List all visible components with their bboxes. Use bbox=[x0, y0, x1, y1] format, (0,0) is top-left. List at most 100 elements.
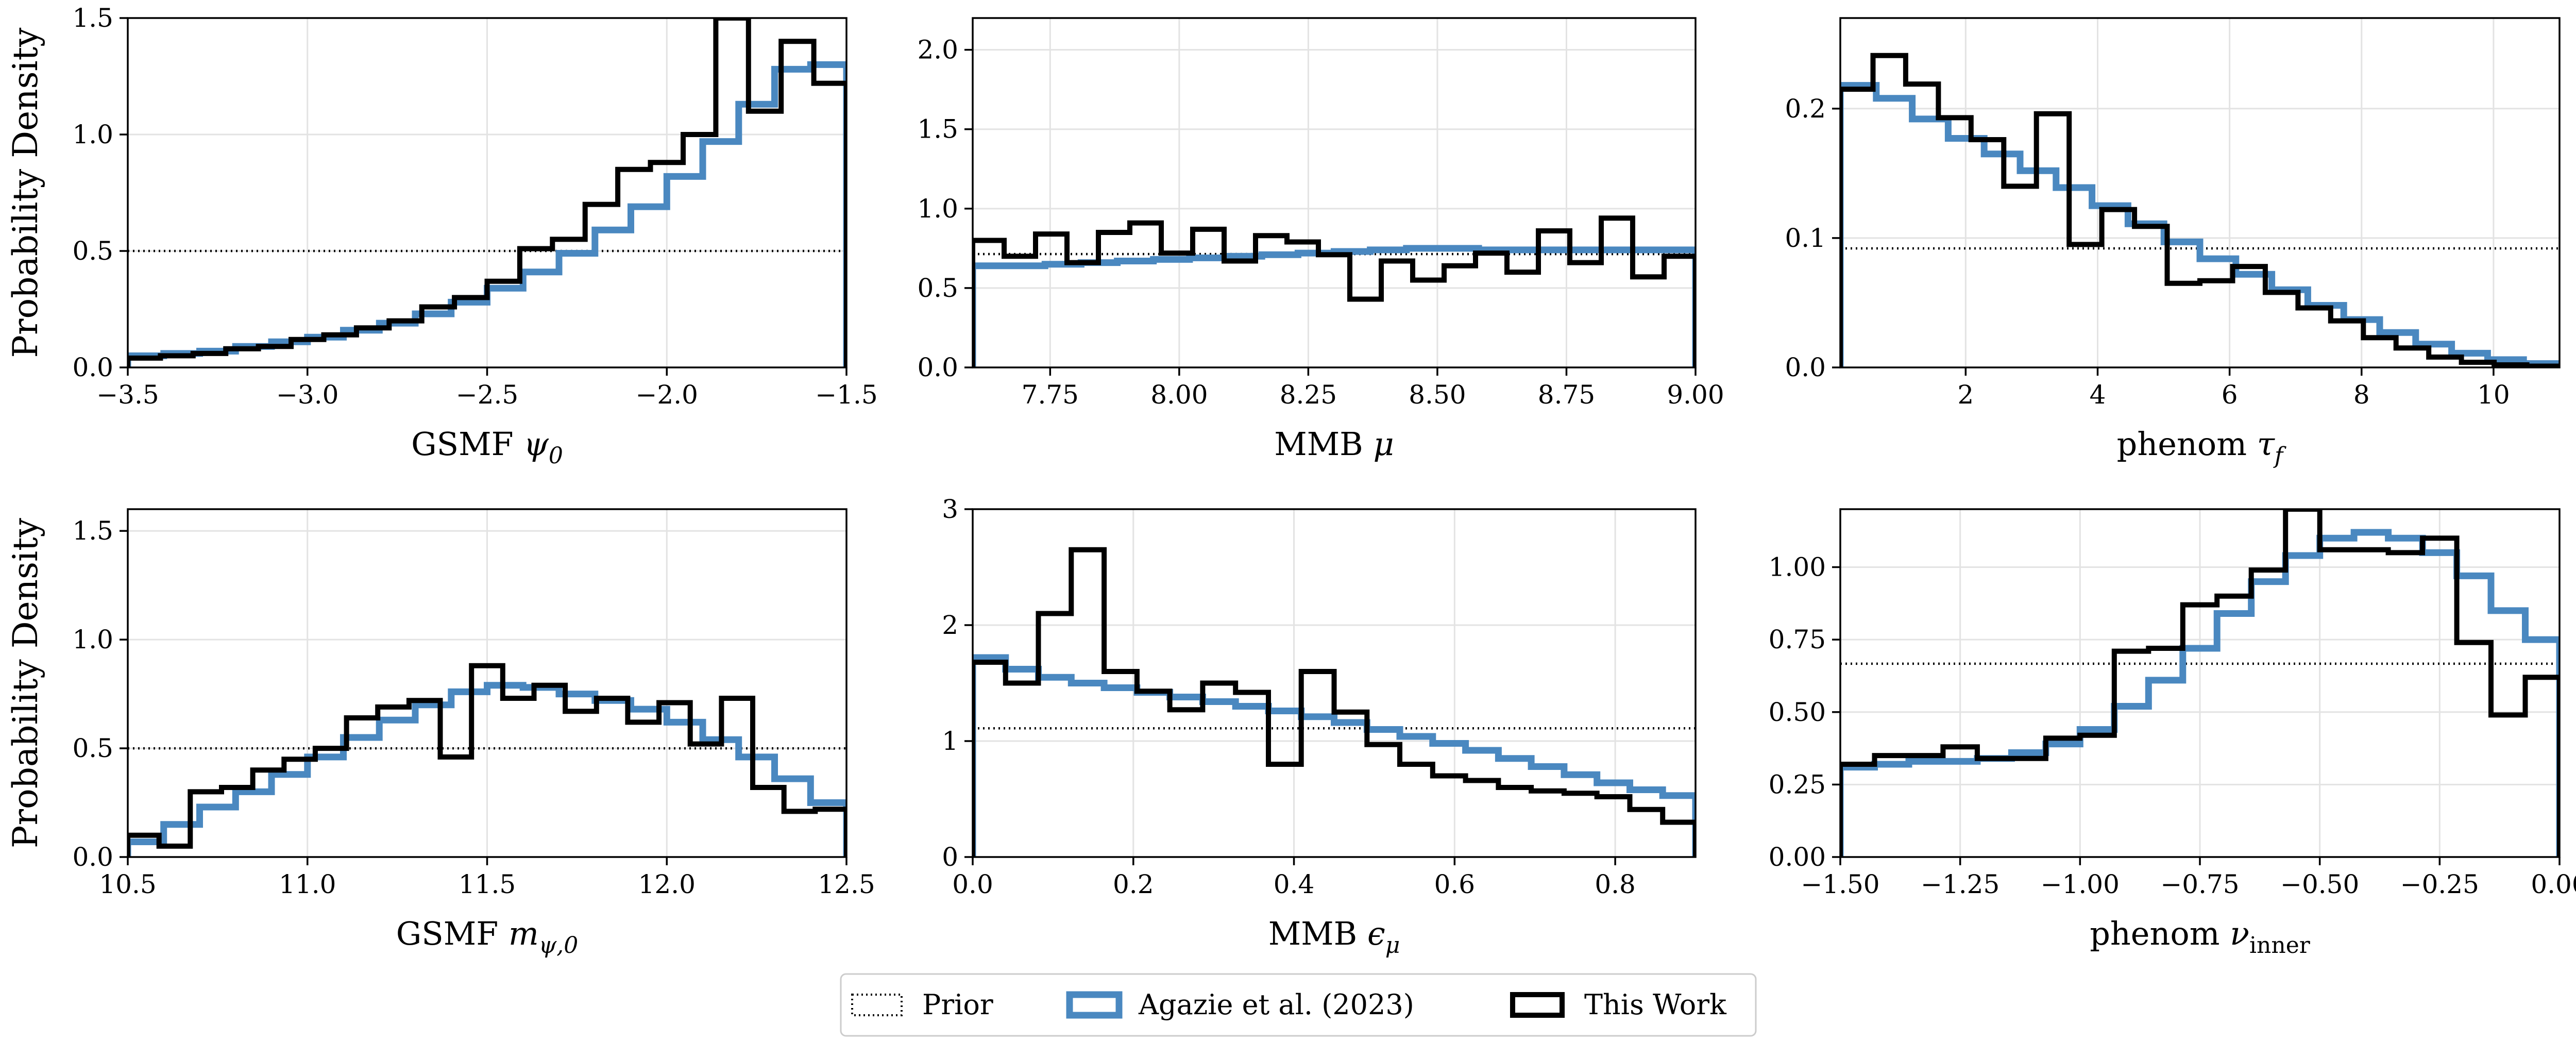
agazie-legend-handle bbox=[1066, 991, 1123, 1019]
x-tick-label: 4 bbox=[2090, 380, 2106, 410]
agazie-histogram bbox=[973, 245, 1696, 367]
x-axis-label-text: GSMF bbox=[396, 915, 509, 952]
x-tick-label: 12.5 bbox=[818, 869, 875, 899]
x-axis-label: phenom τf bbox=[2117, 425, 2286, 469]
y-tick-label: 3 bbox=[942, 494, 958, 524]
x-tick-label: 0.4 bbox=[1274, 869, 1315, 899]
thiswork-legend-handle bbox=[1510, 992, 1565, 1018]
subplot-1: −3.5 −3.0 −2.5 −2.0 −1.5 0.0 0.5 1.0 1.5 GSMF ψ0 P… bbox=[6, 3, 878, 469]
y-tick-label: 1.0 bbox=[917, 194, 958, 224]
x-tick-label: 0.2 bbox=[1113, 869, 1154, 899]
y-tick-label: 0.50 bbox=[1769, 697, 1826, 727]
x-axis-label-text: MMB bbox=[1268, 915, 1367, 952]
grid bbox=[127, 17, 848, 368]
x-tick-label: −1.00 bbox=[2041, 869, 2120, 899]
x-tick-label: 2 bbox=[1957, 380, 1974, 410]
x-tick-label: 9.00 bbox=[1667, 380, 1724, 410]
y-axis-label: Probability Density bbox=[6, 517, 45, 848]
x-tick-label: −0.25 bbox=[2400, 869, 2479, 899]
y-tick-label: 0.0 bbox=[917, 352, 958, 382]
axes-frame bbox=[1839, 17, 2561, 368]
x-tick-label: 0.6 bbox=[1434, 869, 1476, 899]
y-tick-label: 1.5 bbox=[917, 114, 958, 144]
x-tick-label: 11.5 bbox=[459, 869, 516, 899]
thiswork-histogram bbox=[973, 547, 1696, 857]
y-tick-label: 1.5 bbox=[72, 516, 113, 546]
y-tick-label: 0.25 bbox=[1769, 769, 1826, 799]
y-tick-label: 0.75 bbox=[1769, 625, 1826, 654]
thiswork-histogram bbox=[128, 18, 846, 367]
legend-label-agazie: Agazie et al. (2023) bbox=[1138, 988, 1414, 1021]
x-axis-label-subscript: ψ,0 bbox=[539, 932, 578, 959]
x-tick-label: 8.50 bbox=[1409, 380, 1466, 410]
subplot-5: 0.0 0.2 0.4 0.6 0.8 0 1 2 3 MMB ϵμ bbox=[942, 494, 1697, 959]
grid bbox=[1840, 18, 2560, 368]
prior-legend-handle bbox=[851, 994, 903, 1016]
y-tick-label: 1.00 bbox=[1769, 552, 1826, 582]
x-tick-label: −2.0 bbox=[636, 380, 698, 410]
x-tick-label: −1.5 bbox=[815, 380, 877, 410]
x-axis-label-subscript: μ bbox=[1385, 932, 1400, 959]
y-axis-label: Probability Density bbox=[6, 27, 45, 358]
x-tick-label: 8.00 bbox=[1150, 380, 1208, 410]
x-tick-label: 0.00 bbox=[2531, 869, 2576, 899]
y-tick-label: 0.1 bbox=[1785, 223, 1826, 253]
grid bbox=[1839, 509, 2561, 858]
axes-frame bbox=[972, 17, 1697, 368]
y-tick-label: 2 bbox=[942, 610, 958, 640]
y-tick-label: 1.0 bbox=[72, 625, 113, 654]
x-axis-label-text: phenom bbox=[2090, 915, 2230, 952]
x-tick-label: 10 bbox=[2477, 380, 2510, 410]
thiswork-histogram bbox=[1840, 509, 2560, 857]
y-tick-label: 1.5 bbox=[72, 3, 113, 33]
x-axis-label-symbol: μ bbox=[1373, 425, 1394, 463]
x-tick-label: −0.50 bbox=[2280, 869, 2359, 899]
x-axis-label-text: phenom bbox=[2117, 425, 2257, 463]
agazie-histogram bbox=[1840, 82, 2560, 367]
agazie-histogram bbox=[128, 682, 846, 857]
x-axis-label: GSMF mψ,0 bbox=[396, 915, 579, 959]
x-tick-label: −1.25 bbox=[1921, 869, 1999, 899]
x-tick-label: 6 bbox=[2222, 380, 2238, 410]
x-axis-label-symbol: ψ bbox=[523, 425, 549, 463]
y-tick-label: 0.0 bbox=[1785, 352, 1826, 382]
y-tick-label: 0.0 bbox=[72, 842, 113, 872]
agazie-histogram bbox=[973, 654, 1696, 857]
subplot-4: 10.5 11.0 11.5 12.0 12.5 0.0 0.5 1.0 1.5 GSMF mψ,… bbox=[6, 508, 875, 959]
y-tick-label: 0.0 bbox=[72, 352, 113, 382]
x-tick-label: −3.0 bbox=[276, 380, 338, 410]
legend-label-thiswork: This Work bbox=[1584, 988, 1727, 1021]
y-tick-label: 0.00 bbox=[1769, 842, 1826, 872]
x-axis-label-text: MMB bbox=[1274, 425, 1373, 463]
x-axis-label-symbol: ν bbox=[2230, 915, 2249, 952]
x-tick-label: 0.8 bbox=[1595, 869, 1636, 899]
x-tick-label: −3.5 bbox=[96, 380, 159, 410]
thiswork-histogram bbox=[973, 215, 1696, 367]
thiswork-histogram bbox=[1840, 53, 2560, 367]
legend-frame bbox=[840, 973, 1757, 1037]
thiswork-histogram bbox=[128, 663, 846, 857]
x-axis-label: MMB μ bbox=[1274, 425, 1394, 463]
x-tick-label: 10.5 bbox=[99, 869, 156, 899]
x-tick-label: 8.75 bbox=[1538, 380, 1595, 410]
y-tick-label: 1.0 bbox=[72, 120, 113, 149]
x-tick-label: −0.75 bbox=[2160, 869, 2239, 899]
y-tick-label: 0 bbox=[942, 842, 958, 872]
x-tick-label: 7.75 bbox=[1022, 380, 1079, 410]
x-axis-label: MMB ϵμ bbox=[1268, 915, 1400, 959]
x-tick-label: 8.25 bbox=[1280, 380, 1337, 410]
x-axis-label-subscript: f bbox=[2273, 443, 2286, 469]
x-axis-label-text: GSMF bbox=[411, 425, 523, 463]
y-tick-label: 0.2 bbox=[1785, 94, 1826, 124]
x-axis-label-symbol: ϵ bbox=[1367, 915, 1385, 952]
x-axis-label: phenom νinner bbox=[2090, 915, 2311, 959]
axes-frame bbox=[972, 508, 1697, 858]
x-axis-label-subscript: 0 bbox=[549, 443, 563, 469]
legend: Prior Agazie et al. (2023) This Work bbox=[840, 973, 1757, 1037]
legend-label-prior: Prior bbox=[922, 988, 993, 1021]
x-axis-label-symbol: m bbox=[509, 915, 539, 952]
y-tick-label: 0.5 bbox=[72, 236, 113, 266]
x-tick-label: 11.0 bbox=[279, 869, 336, 899]
x-tick-label: 12.0 bbox=[638, 869, 696, 899]
